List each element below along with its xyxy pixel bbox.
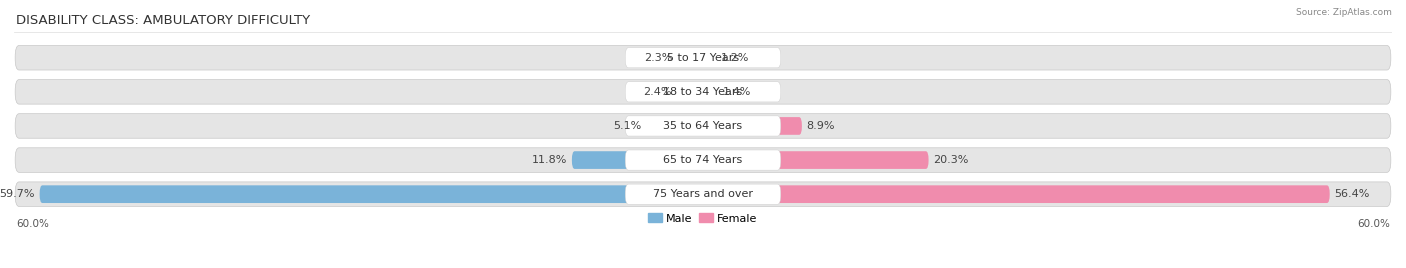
Text: 1.4%: 1.4% (723, 87, 751, 97)
Text: 56.4%: 56.4% (1334, 189, 1369, 199)
Text: 5.1%: 5.1% (613, 121, 643, 131)
FancyBboxPatch shape (703, 49, 716, 66)
FancyBboxPatch shape (39, 185, 703, 203)
FancyBboxPatch shape (703, 151, 928, 169)
FancyBboxPatch shape (703, 83, 718, 101)
FancyBboxPatch shape (15, 80, 1391, 104)
Text: 20.3%: 20.3% (934, 155, 969, 165)
Text: 11.8%: 11.8% (531, 155, 568, 165)
Text: 60.0%: 60.0% (1357, 219, 1389, 229)
Text: 18 to 34 Years: 18 to 34 Years (664, 87, 742, 97)
FancyBboxPatch shape (626, 116, 780, 136)
FancyBboxPatch shape (678, 49, 703, 66)
Legend: Male, Female: Male, Female (648, 213, 758, 224)
FancyBboxPatch shape (626, 150, 780, 170)
FancyBboxPatch shape (572, 151, 703, 169)
Text: 8.9%: 8.9% (807, 121, 835, 131)
FancyBboxPatch shape (626, 82, 780, 102)
FancyBboxPatch shape (15, 182, 1391, 206)
Text: 2.3%: 2.3% (644, 53, 673, 63)
Text: 5 to 17 Years: 5 to 17 Years (666, 53, 740, 63)
FancyBboxPatch shape (15, 46, 1391, 70)
Text: 65 to 74 Years: 65 to 74 Years (664, 155, 742, 165)
FancyBboxPatch shape (626, 184, 780, 204)
FancyBboxPatch shape (647, 117, 703, 135)
FancyBboxPatch shape (703, 117, 801, 135)
Text: DISABILITY CLASS: AMBULATORY DIFFICULTY: DISABILITY CLASS: AMBULATORY DIFFICULTY (17, 14, 311, 27)
FancyBboxPatch shape (703, 185, 1330, 203)
Text: 1.2%: 1.2% (721, 53, 749, 63)
Text: 35 to 64 Years: 35 to 64 Years (664, 121, 742, 131)
Text: 59.7%: 59.7% (0, 189, 35, 199)
Text: Source: ZipAtlas.com: Source: ZipAtlas.com (1296, 8, 1392, 17)
FancyBboxPatch shape (676, 83, 703, 101)
FancyBboxPatch shape (15, 148, 1391, 172)
Text: 60.0%: 60.0% (17, 219, 49, 229)
Text: 75 Years and over: 75 Years and over (652, 189, 754, 199)
Text: 2.4%: 2.4% (644, 87, 672, 97)
FancyBboxPatch shape (626, 48, 780, 68)
FancyBboxPatch shape (15, 114, 1391, 138)
